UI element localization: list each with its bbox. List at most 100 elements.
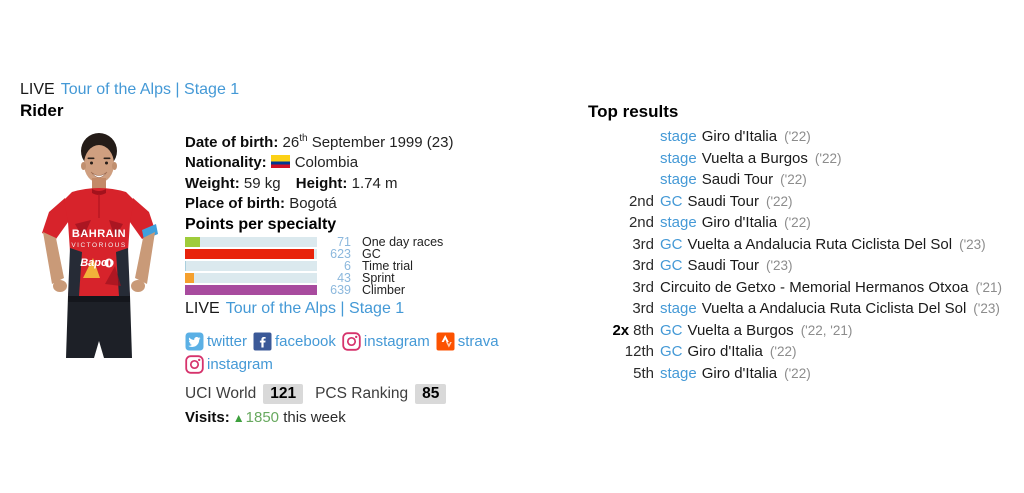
result-rank: 3rd <box>632 257 654 274</box>
result-race-link[interactable]: Vuelta a Andalucia Ruta Ciclista Del Sol <box>701 300 967 317</box>
facebook-label: facebook <box>275 332 336 350</box>
result-year: ('22) <box>769 344 797 359</box>
specialty-label: GC <box>362 246 381 261</box>
specialty-bar-row: 623 GC <box>185 246 530 261</box>
live-label: LIVE <box>20 81 55 98</box>
uci-world-value[interactable]: 121 <box>263 383 304 404</box>
result-class-link[interactable]: stage <box>660 171 697 188</box>
live-line-2: LIVE Tour of the Alps | Stage 1 <box>185 300 530 318</box>
instagram-link-2[interactable]: instagram <box>185 354 273 374</box>
result-race-link[interactable]: Giro d'Italia <box>701 128 778 145</box>
twitter-icon <box>185 332 204 351</box>
result-class-link[interactable]: stage <box>660 149 697 167</box>
result-race-link[interactable]: Giro d'Italia <box>687 343 763 360</box>
specialty-bar-track <box>185 260 317 271</box>
pob-value: Bogotá <box>289 195 337 213</box>
result-row: stage Vuelta a Burgos ('22) <box>588 150 1018 172</box>
strava-icon <box>436 332 455 351</box>
result-race-link[interactable]: Saudi Tour <box>687 257 759 274</box>
result-race-link[interactable]: Circuito de Getxo - Memorial Hermanos Ot… <box>660 278 969 296</box>
result-race-link[interactable]: Vuelta a Burgos <box>687 321 794 339</box>
result-year: ('22, '21) <box>800 322 853 338</box>
result-class-link[interactable]: GC <box>660 343 683 360</box>
jersey-team-line1: BAHRAIN <box>72 228 126 240</box>
instagram-icon <box>185 354 204 374</box>
result-rank: 5th <box>633 364 654 382</box>
result-race-link[interactable]: Giro d'Italia <box>701 364 778 382</box>
result-year: ('22) <box>784 365 811 381</box>
result-year: ('23) <box>973 301 1000 316</box>
result-race-link[interactable]: Saudi Tour <box>701 171 774 188</box>
dob-rest: September 1999 (23) <box>311 134 454 151</box>
live-race-link-2[interactable]: Tour of the Alps | Stage 1 <box>225 299 405 317</box>
pcs-ranking-value[interactable]: 85 <box>415 383 447 404</box>
result-row: 2x 8th GC Vuelta a Burgos ('22, '21) <box>588 322 1018 344</box>
result-class-link[interactable]: stage <box>660 214 697 231</box>
specialty-bar-row: 6 Time trial <box>185 258 530 273</box>
specialty-bar-fill <box>185 284 317 295</box>
instagram-link[interactable]: instagram <box>342 331 430 351</box>
rider-photo-illustration: BAHRAIN VICTORIOUS Bapco <box>42 133 158 358</box>
specialty-bar-fill <box>185 236 200 247</box>
strava-link[interactable]: strava <box>436 332 499 351</box>
result-row: stage Giro d'Italia ('22) <box>588 128 1018 150</box>
height-label: Height: <box>295 174 348 192</box>
result-content: stage Giro d'Italia ('22) <box>660 128 811 145</box>
dob-day: 26 <box>282 134 300 151</box>
result-content: GC Saudi Tour ('23) <box>660 257 793 274</box>
facebook-icon <box>253 332 272 351</box>
specialty-bar-track <box>185 248 317 259</box>
dob-suffix: th <box>299 133 308 144</box>
facebook-link[interactable]: facebook <box>253 332 336 351</box>
result-rank: 3rd <box>632 235 654 253</box>
result-count-prefix: 2x <box>612 321 630 339</box>
result-rank: 12th <box>624 343 654 360</box>
instagram-label-2: instagram <box>207 355 273 373</box>
result-year: ('22) <box>814 150 842 166</box>
result-year: ('22) <box>784 215 811 230</box>
rider-info: Date of birth: 26th September 1999 (23) … <box>185 129 530 426</box>
specialty-value: 6 <box>344 258 351 273</box>
result-class-link[interactable]: GC <box>660 321 683 339</box>
result-class-link[interactable]: GC <box>660 235 683 253</box>
result-class-link[interactable]: stage <box>660 364 697 382</box>
top-results-list: stage Giro d'Italia ('22) stage Vuelta a Bur… <box>588 128 1018 386</box>
jersey-sponsor: Bapco <box>80 257 114 269</box>
live-race-link[interactable]: Tour of the Alps | Stage 1 <box>60 81 240 98</box>
result-class-link[interactable]: GC <box>660 257 683 274</box>
result-rank: 3rd <box>632 278 654 296</box>
live-label-2: LIVE <box>185 299 220 317</box>
result-content: GC Saudi Tour ('22) <box>660 193 793 210</box>
result-row: 3rd GC Vuelta a Andalucia Ruta Ciclista De… <box>588 236 1018 258</box>
result-year: ('22) <box>780 172 807 187</box>
weight-height-line: Weight: 59 kg Height: 1.74 m <box>185 174 530 194</box>
result-race-link[interactable]: Vuelta a Burgos <box>701 149 808 167</box>
specialty-bar-row: 71 One day races <box>185 235 530 249</box>
result-race-link[interactable]: Giro d'Italia <box>701 214 778 231</box>
rider-photo: BAHRAIN VICTORIOUS Bapco <box>25 126 178 361</box>
result-content: stage Giro d'Italia ('22) <box>660 365 811 382</box>
nationality-value[interactable]: Colombia <box>294 154 359 172</box>
result-race-link[interactable]: Saudi Tour <box>687 192 759 210</box>
social-row-1: twitter facebook instagram <box>185 331 530 352</box>
weight-label: Weight: <box>185 174 240 192</box>
twitter-link[interactable]: twitter <box>185 332 247 351</box>
result-year: ('22) <box>765 193 793 209</box>
result-content: stage Vuelta a Burgos ('22) <box>660 150 841 167</box>
specialty-label: Sprint <box>362 270 395 285</box>
points-per-specialty-title: Points per specialty <box>185 215 337 233</box>
specialty-bar-fill <box>185 272 194 283</box>
specialty-value: 639 <box>330 282 351 297</box>
nationality-line: Nationality: Colombia <box>185 153 530 173</box>
result-class-link[interactable]: stage <box>660 128 697 145</box>
specialty-bar-track <box>185 236 317 247</box>
result-class-link[interactable]: stage <box>660 300 697 317</box>
instagram-label: instagram <box>363 332 430 350</box>
pcs-ranking-label: PCS Ranking <box>315 384 409 402</box>
live-header: LIVE Tour of the Alps | Stage 1 <box>20 81 239 99</box>
result-race-link[interactable]: Vuelta a Andalucia Ruta Ciclista Del Sol <box>687 235 953 253</box>
result-year: ('22) <box>784 129 811 144</box>
result-class-link[interactable]: GC <box>660 192 683 210</box>
specialty-bar-fill <box>185 260 187 271</box>
result-rank: 2x 8th <box>612 321 654 339</box>
